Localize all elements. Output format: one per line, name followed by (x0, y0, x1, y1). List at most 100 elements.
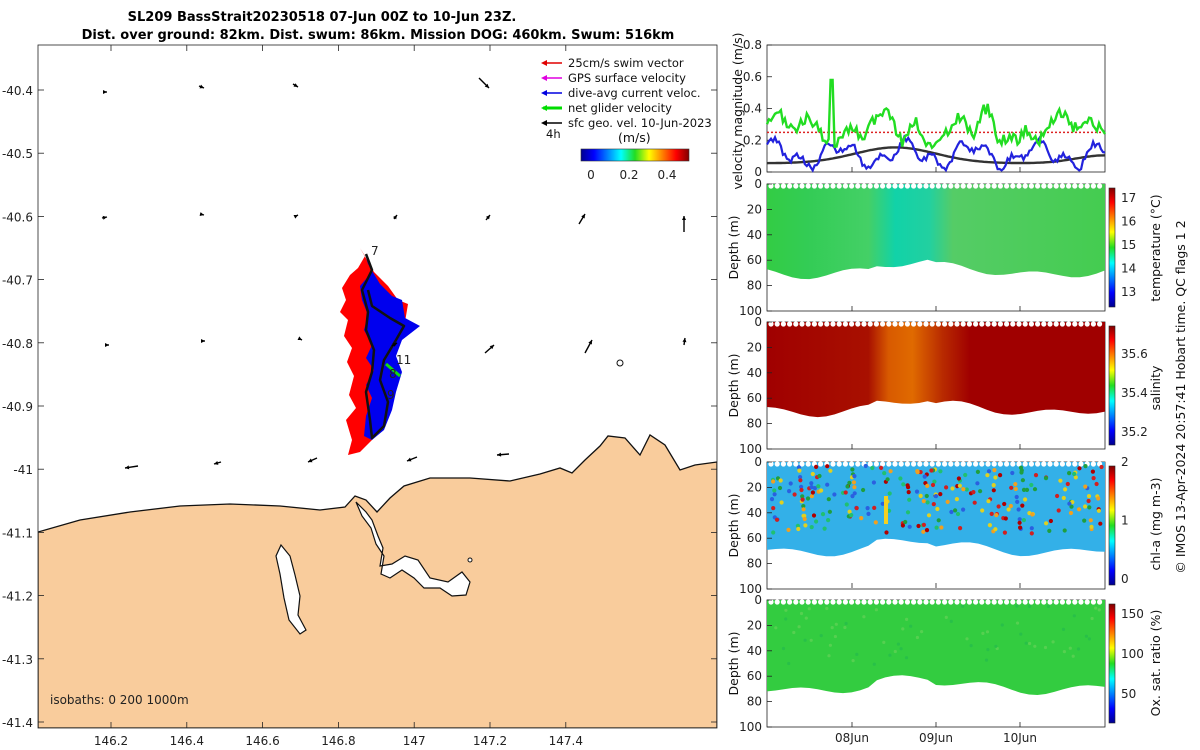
velocity-tick-label: 0 (754, 165, 762, 179)
chla-point (822, 526, 827, 531)
profile-scallop (867, 599, 873, 605)
profile-scallop (1059, 321, 1065, 327)
chla-point (1019, 470, 1024, 475)
oxygen-point (862, 615, 866, 619)
oxygen-point (909, 624, 913, 628)
chla-point (921, 499, 926, 504)
chla-point (1013, 482, 1018, 487)
chla-point (1088, 518, 1093, 523)
profile-scallop (1016, 321, 1022, 327)
profile-scallop (1078, 461, 1084, 467)
depth-tick-label: 100 (739, 582, 762, 596)
chla-point (1055, 493, 1060, 499)
oxygen-point (1000, 623, 1004, 627)
oxygen-point (874, 608, 879, 612)
profile-scallop (966, 321, 973, 327)
profile-data-field (767, 184, 1105, 280)
oxygen-point (834, 622, 838, 626)
depth-tick-label: 20 (747, 340, 762, 354)
profile-scallop (904, 461, 911, 467)
oxygen-point (872, 662, 876, 666)
profile-scallop (954, 321, 960, 327)
chla-point (873, 520, 878, 525)
chla-point (1098, 521, 1103, 526)
oxygen-point (1028, 641, 1032, 646)
depth-tick-label: 60 (747, 391, 762, 405)
chla-point (819, 488, 824, 493)
chla-point (944, 485, 949, 490)
chla-point (1008, 503, 1014, 509)
chla-point (861, 487, 866, 493)
chla-point (865, 506, 870, 511)
profile-scallop (1041, 599, 1047, 605)
colorbar-note: 4h (546, 127, 561, 141)
oxygen-point (905, 617, 909, 622)
map-panel: 7 11 8 9 isobaths: 0 200 1000m -40.4-40.… (2, 44, 718, 748)
oxygen-points (774, 604, 1101, 666)
oxygen-point (1062, 650, 1066, 654)
chla-point (1065, 481, 1070, 487)
chla-point (1016, 507, 1021, 512)
oxygen-point (1043, 645, 1048, 650)
chla-point (1024, 487, 1030, 492)
profile-scallop (867, 321, 873, 327)
profile-scallop (855, 321, 861, 327)
chla-point (852, 485, 857, 490)
profile-scallop (979, 461, 985, 467)
chla-point (933, 494, 939, 499)
chla-point (802, 516, 807, 522)
chla-point (1096, 496, 1101, 501)
depth-tick-label: 40 (747, 644, 762, 658)
oxygen-point (961, 604, 965, 608)
chla-point (1013, 486, 1018, 492)
profile-scallop (793, 461, 799, 467)
legend-label: GPS surface velocity (568, 71, 686, 85)
profile-scallop (855, 461, 861, 467)
chla-point (814, 464, 819, 469)
chla-point (826, 518, 831, 523)
time-tick-label: 08Jun (835, 731, 869, 745)
tasmania-land (38, 434, 717, 728)
oxygen-point (1094, 606, 1098, 610)
oxygen-point (915, 635, 920, 640)
chla-point (1056, 508, 1061, 513)
profile-scallop (935, 321, 942, 327)
chla-point (1002, 530, 1008, 535)
chla-point (796, 526, 801, 532)
chla-point (993, 527, 998, 532)
chla-point (1029, 531, 1034, 536)
chla-point (820, 511, 826, 517)
map-lon-axis: 146.2 146.4 146.6 146.8 147 147.2 147.4 (94, 45, 583, 748)
profile-scallop (842, 461, 849, 467)
chla-point (812, 486, 818, 491)
chla-point (898, 476, 903, 481)
chla-point (950, 486, 955, 491)
colorbar-tick-label: 50 (1121, 687, 1136, 701)
chla-point (1018, 465, 1024, 470)
chla-point (809, 525, 814, 530)
profile-scallop (805, 321, 811, 327)
chla-point (1021, 518, 1026, 523)
profile-scallop (898, 183, 904, 189)
profile-scallop (799, 183, 805, 189)
profile-scallop (960, 321, 966, 327)
chla-point (915, 469, 920, 474)
depth-tick-label: 40 (747, 228, 762, 242)
chla-point (921, 529, 926, 534)
lat-tick-label: -41.1 (2, 526, 33, 540)
figure-title-2: Dist. over ground: 82km. Dist. swum: 86k… (82, 28, 675, 43)
map-frame (37, 44, 718, 729)
lat-tick-label: -41.2 (2, 590, 33, 604)
chla-point (934, 525, 939, 530)
chla-point (771, 506, 776, 511)
oxygen-point (809, 638, 813, 642)
arrow-head (497, 452, 502, 457)
chla-point (1029, 526, 1034, 531)
chla-point (809, 485, 814, 490)
profile-scallop (1072, 321, 1078, 327)
chla-point (863, 463, 868, 469)
chla-point (845, 484, 850, 489)
colorbar-title: salinity (1148, 365, 1163, 410)
profile-scallop (873, 183, 880, 189)
depth-tick-label: 80 (747, 279, 762, 293)
